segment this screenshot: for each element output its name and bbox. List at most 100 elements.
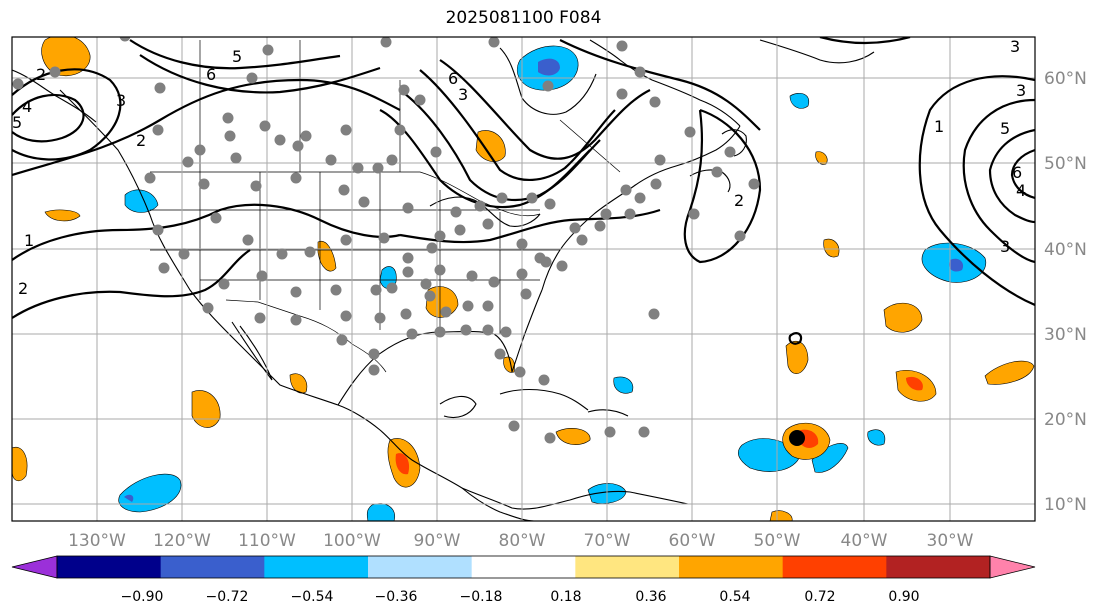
station-marker: [462, 300, 474, 312]
contour-label: 2: [136, 131, 146, 150]
station-marker: [724, 146, 736, 158]
hudson-bay: [499, 47, 597, 115]
station-marker: [516, 268, 528, 280]
station-marker: [370, 284, 382, 296]
contour-value-labels: 5 6 3 2 4 5 2 6 3 1 2 2 3 1 5 6 4 3 3: [12, 37, 1026, 298]
station-marker: [734, 230, 746, 242]
station-marker: [576, 234, 588, 246]
contour-label: 3: [1000, 237, 1010, 256]
station-marker: [325, 154, 337, 166]
station-marker: [259, 120, 271, 132]
anomaly-fills: [12, 37, 1035, 521]
contour-alaska-low-2: [12, 93, 85, 143]
contour-southwest-2: [12, 249, 251, 319]
colorbar-segment: [886, 556, 991, 578]
station-marker: [242, 234, 254, 246]
colorbar-segment: [471, 556, 576, 578]
station-marker: [508, 420, 520, 432]
contour-hudson-ridge: [559, 39, 761, 131]
station-marker: [224, 130, 236, 142]
colorbar-segment: [57, 556, 162, 578]
station-marker: [414, 94, 426, 106]
contour-trough-3: [419, 69, 616, 182]
neg-anomaly-hudson-core: [538, 58, 560, 76]
colorbar-tick-label: 0.36: [635, 589, 666, 605]
station-marker: [182, 156, 194, 168]
lon-label: 60°W: [669, 531, 716, 551]
station-marker: [198, 178, 210, 190]
station-marker: [400, 308, 412, 320]
lon-label: 120°W: [153, 531, 211, 551]
contour-southwest: [12, 203, 401, 261]
central-america: [461, 487, 535, 521]
station-marker: [434, 264, 446, 276]
contour-label: 3: [116, 91, 126, 110]
station-marker: [290, 286, 302, 298]
contour-hurricane-ring: [788, 332, 803, 345]
contour-atl-east-1: [918, 75, 1035, 307]
station-marker: [262, 44, 274, 56]
lon-label: 80°W: [499, 531, 546, 551]
contour-greenland: [819, 37, 911, 45]
station-marker: [230, 152, 242, 164]
station-marker: [144, 172, 156, 184]
station-marker: [482, 218, 494, 230]
neg-anomaly-atlantic-core: [949, 258, 964, 272]
station-marker: [500, 326, 512, 338]
station-marker: [210, 212, 222, 224]
station-markers: [12, 37, 760, 444]
station-marker: [372, 162, 384, 174]
station-marker: [194, 144, 206, 156]
station-marker: [386, 154, 398, 166]
colorbar-tick-label: 0.54: [719, 589, 750, 605]
station-marker: [340, 124, 352, 136]
neg-anomaly-pacific: [118, 473, 182, 513]
lon-label: 90°W: [414, 531, 461, 551]
lon-label: 50°W: [754, 531, 801, 551]
station-marker: [594, 220, 606, 232]
station-marker: [338, 184, 350, 196]
station-marker: [474, 200, 486, 212]
lat-label: 40°N: [1044, 240, 1087, 260]
colorbar-tick-labels: −0.90 −0.72 −0.54 −0.36 −0.18 0.18 0.36 …: [121, 589, 920, 605]
station-marker: [556, 260, 568, 272]
contour-label: 5: [1000, 119, 1010, 138]
neg-anomaly-atl6: [789, 93, 810, 109]
pos-anomaly-baja: [289, 373, 308, 394]
contour-label: 2: [734, 191, 744, 210]
station-marker: [368, 348, 380, 360]
station-marker: [222, 112, 234, 124]
station-marker: [49, 66, 61, 78]
pos-anomaly-pac-w: [44, 209, 81, 222]
station-marker: [424, 290, 436, 302]
pos-anomaly-n-atl: [815, 151, 828, 165]
station-marker: [380, 37, 392, 48]
colorbar-tick-label: −0.72: [206, 589, 249, 605]
station-marker: [526, 192, 538, 204]
longitude-labels: 130°W 120°W 110°W 100°W 90°W 80°W 70°W 6…: [68, 531, 974, 551]
lon-label: 30°W: [927, 531, 974, 551]
baja: [231, 321, 273, 381]
station-marker: [634, 192, 646, 204]
station-marker: [654, 154, 666, 166]
station-marker: [516, 238, 528, 250]
graticule: [12, 37, 1035, 521]
contour-label: 3: [1016, 81, 1026, 100]
station-marker: [620, 184, 632, 196]
station-marker: [538, 374, 550, 386]
pos-anomaly-mexico-core: [395, 453, 410, 475]
station-marker: [402, 202, 414, 214]
pos-anomaly-pac-sw: [12, 446, 28, 482]
station-marker: [434, 326, 446, 338]
lon-label: 100°W: [323, 531, 381, 551]
lon-label: 130°W: [68, 531, 126, 551]
contour-label: 2: [36, 65, 46, 84]
station-marker: [482, 324, 494, 336]
colorbar-segment: [160, 556, 265, 578]
station-marker: [12, 78, 24, 90]
station-marker: [688, 208, 700, 220]
lat-label: 60°N: [1044, 69, 1087, 89]
station-marker: [256, 270, 268, 282]
station-marker: [402, 252, 414, 264]
station-marker: [292, 140, 304, 152]
